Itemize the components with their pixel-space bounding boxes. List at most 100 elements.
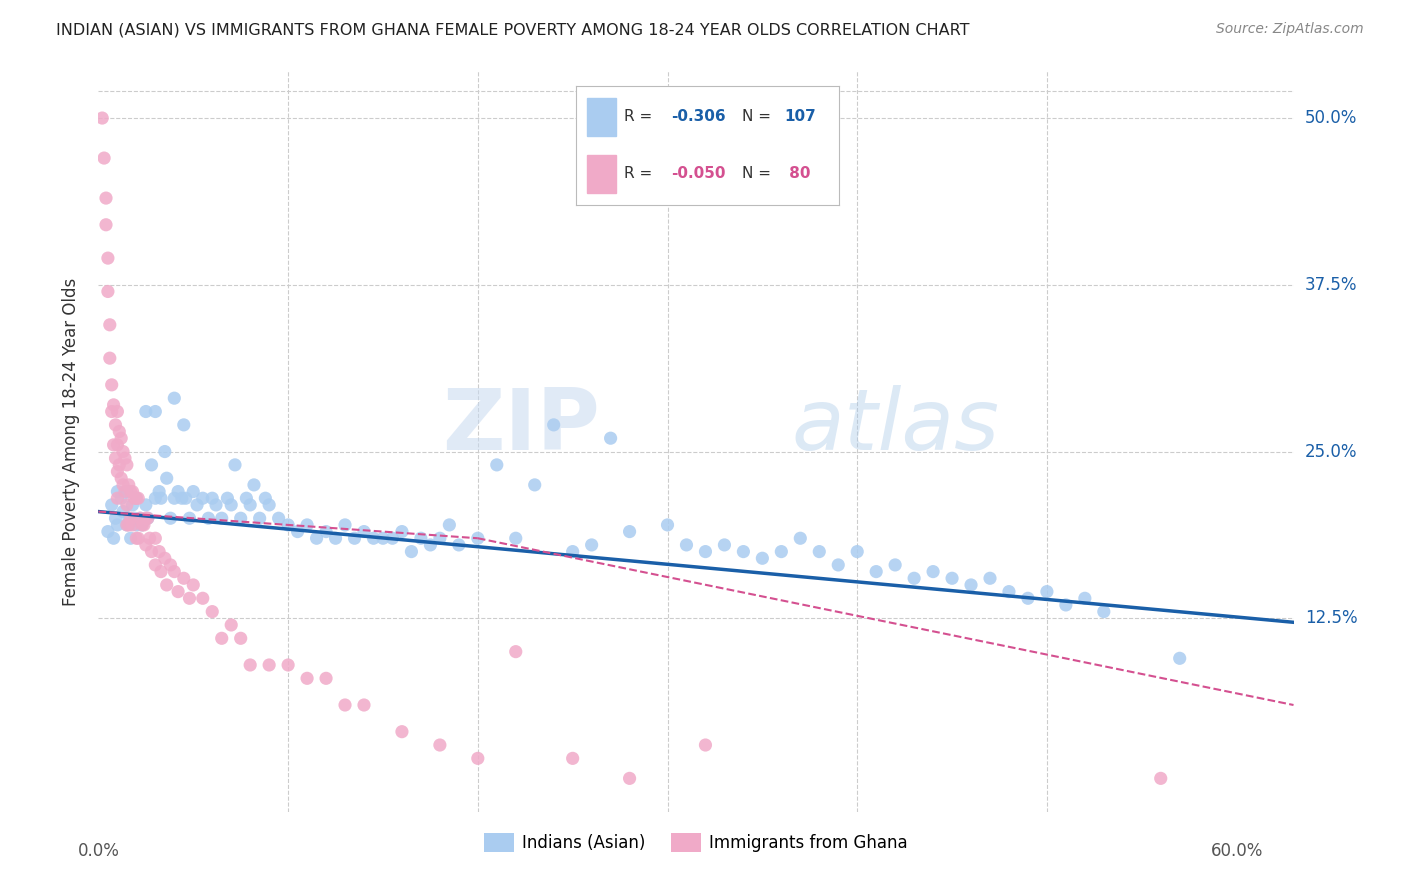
Text: N =: N = bbox=[742, 110, 770, 125]
Point bbox=[619, 524, 641, 539]
Point bbox=[100, 377, 122, 392]
Point bbox=[922, 565, 945, 579]
Point bbox=[174, 491, 197, 506]
Point bbox=[94, 218, 117, 232]
Point bbox=[114, 451, 136, 466]
Point bbox=[97, 524, 120, 539]
Point bbox=[136, 511, 159, 525]
Text: Source: ZipAtlas.com: Source: ZipAtlas.com bbox=[1216, 22, 1364, 37]
Point bbox=[295, 671, 318, 685]
Point bbox=[127, 491, 149, 506]
Point bbox=[110, 471, 132, 485]
Point bbox=[181, 484, 204, 499]
Point bbox=[846, 544, 869, 558]
Point bbox=[100, 498, 122, 512]
Point bbox=[153, 444, 176, 458]
Point bbox=[1150, 772, 1173, 786]
Point bbox=[235, 491, 257, 506]
Point bbox=[381, 531, 404, 545]
Point bbox=[277, 657, 299, 672]
Point bbox=[181, 578, 204, 592]
Point bbox=[1054, 598, 1077, 612]
Point bbox=[619, 772, 641, 786]
Point bbox=[277, 517, 299, 532]
Point bbox=[98, 351, 121, 366]
Legend: Indians (Asian), Immigrants from Ghana: Indians (Asian), Immigrants from Ghana bbox=[478, 826, 914, 859]
Point bbox=[429, 531, 451, 545]
Point bbox=[197, 511, 219, 525]
Point bbox=[125, 517, 148, 532]
Point bbox=[960, 578, 983, 592]
Point bbox=[1017, 591, 1039, 606]
Point bbox=[808, 544, 831, 558]
Point bbox=[523, 478, 546, 492]
Point bbox=[124, 511, 146, 525]
Point bbox=[903, 571, 925, 585]
Point bbox=[118, 517, 141, 532]
Point bbox=[118, 478, 141, 492]
Point bbox=[115, 517, 138, 532]
Point bbox=[141, 458, 163, 472]
Point bbox=[884, 558, 907, 572]
Point bbox=[401, 544, 423, 558]
Point bbox=[315, 524, 337, 539]
Text: 25.0%: 25.0% bbox=[1305, 442, 1357, 460]
Point bbox=[121, 498, 143, 512]
Point bbox=[135, 511, 157, 525]
Point bbox=[315, 671, 337, 685]
Point bbox=[1092, 605, 1115, 619]
Point bbox=[118, 511, 141, 525]
Point bbox=[159, 511, 181, 525]
Point bbox=[163, 391, 186, 405]
Point bbox=[467, 531, 489, 545]
Point bbox=[239, 498, 262, 512]
Point bbox=[267, 511, 290, 525]
Point bbox=[103, 438, 125, 452]
Point bbox=[127, 531, 149, 545]
Text: 107: 107 bbox=[785, 110, 815, 125]
Point bbox=[429, 738, 451, 752]
Point bbox=[243, 478, 266, 492]
Point bbox=[205, 498, 228, 512]
Point bbox=[103, 398, 125, 412]
Point bbox=[186, 498, 208, 512]
Point bbox=[121, 484, 143, 499]
Point bbox=[124, 491, 146, 506]
Point bbox=[467, 751, 489, 765]
Point bbox=[343, 531, 366, 545]
Point bbox=[105, 484, 128, 499]
Point bbox=[713, 538, 735, 552]
Point bbox=[179, 591, 201, 606]
Point bbox=[120, 484, 142, 499]
Point bbox=[191, 491, 214, 506]
Point bbox=[115, 458, 138, 472]
Point bbox=[295, 517, 318, 532]
Point bbox=[170, 491, 193, 506]
Point bbox=[129, 511, 152, 525]
Point bbox=[675, 538, 697, 552]
Point bbox=[167, 484, 190, 499]
Point bbox=[219, 498, 242, 512]
Point bbox=[201, 605, 224, 619]
Point bbox=[254, 491, 277, 506]
Point bbox=[94, 191, 117, 205]
Point bbox=[143, 404, 166, 418]
Point bbox=[439, 517, 461, 532]
Point bbox=[229, 632, 252, 646]
Point bbox=[325, 531, 347, 545]
Point bbox=[211, 511, 233, 525]
Point bbox=[505, 645, 527, 659]
Point bbox=[217, 491, 239, 506]
Point bbox=[91, 111, 114, 125]
Text: N =: N = bbox=[742, 166, 770, 181]
Point bbox=[770, 544, 793, 558]
Point bbox=[97, 285, 120, 299]
Point bbox=[163, 565, 186, 579]
Text: ZIP: ZIP bbox=[443, 385, 600, 468]
Point bbox=[156, 471, 179, 485]
Point bbox=[485, 458, 508, 472]
Point bbox=[1036, 584, 1059, 599]
Point bbox=[148, 544, 170, 558]
Point bbox=[391, 524, 413, 539]
Text: 60.0%: 60.0% bbox=[1211, 842, 1263, 860]
